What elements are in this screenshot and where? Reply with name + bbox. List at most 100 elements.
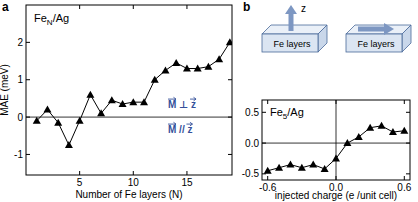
marker bbox=[389, 128, 397, 135]
title-part: /Ag bbox=[53, 12, 70, 24]
y-tick bbox=[228, 117, 232, 118]
marker bbox=[309, 161, 317, 168]
box-front bbox=[346, 34, 402, 52]
x-tick-label: 0.6 bbox=[397, 182, 411, 193]
x-axis-label: injected charge (e /unit cell) bbox=[275, 190, 397, 201]
series-line bbox=[37, 42, 230, 145]
marker bbox=[54, 119, 62, 126]
marker bbox=[226, 38, 232, 45]
y-tick bbox=[26, 79, 30, 80]
y-tick bbox=[262, 143, 266, 144]
marker bbox=[183, 65, 191, 72]
marker bbox=[33, 117, 41, 124]
y-tick-label: -1 bbox=[14, 149, 23, 160]
marker bbox=[355, 133, 363, 140]
x-tick bbox=[404, 100, 405, 104]
marker bbox=[119, 100, 127, 107]
plot-area bbox=[33, 38, 232, 148]
y-tick-label: 0.5 bbox=[245, 107, 259, 118]
title-part: /Ag bbox=[287, 106, 304, 118]
zero-line bbox=[336, 100, 337, 180]
plot-frame bbox=[26, 5, 232, 175]
marker bbox=[86, 91, 94, 98]
marker bbox=[204, 63, 212, 70]
y-tick-label: 2 bbox=[17, 37, 23, 48]
y-axis-label: MAE (meV) bbox=[0, 64, 10, 116]
box-front bbox=[262, 34, 318, 52]
panel-label: a bbox=[2, 0, 9, 14]
marker bbox=[321, 165, 329, 172]
x-tick bbox=[133, 171, 134, 175]
annotation: M // z bbox=[168, 124, 192, 135]
vector-arrow bbox=[168, 97, 176, 101]
y-tick bbox=[228, 154, 232, 155]
series-line bbox=[268, 126, 405, 171]
arrow-head bbox=[384, 23, 394, 35]
panel: a 5 10 15 -1 0 1 2 Number of Fe layers (N) MAE (m… bbox=[0, 0, 234, 200]
marker bbox=[151, 76, 159, 83]
marker bbox=[286, 161, 294, 168]
marker bbox=[378, 122, 386, 129]
vector-arrow bbox=[190, 97, 196, 101]
arrow-shaft bbox=[358, 27, 385, 32]
x-tick bbox=[404, 176, 405, 180]
box-side bbox=[318, 25, 327, 52]
y-tick bbox=[262, 112, 266, 113]
arrow-shaft bbox=[289, 13, 294, 31]
panel: b-0.60.00.6-0.50.00.5injected charge (e … bbox=[242, 0, 412, 201]
y-tick bbox=[406, 173, 410, 174]
marker bbox=[298, 164, 306, 171]
y-tick bbox=[26, 42, 30, 43]
annotation: Fe layers bbox=[273, 39, 311, 49]
chart-title: FeN/Ag bbox=[34, 12, 69, 27]
marker bbox=[332, 154, 340, 161]
marker bbox=[194, 65, 202, 72]
annotation: z bbox=[301, 3, 306, 14]
marker bbox=[172, 59, 180, 66]
y-tick bbox=[26, 117, 30, 118]
marker bbox=[400, 127, 408, 134]
x-tick bbox=[186, 5, 187, 9]
y-tick-label: 0 bbox=[17, 112, 23, 123]
x-tick bbox=[336, 176, 337, 180]
marker bbox=[275, 164, 283, 171]
x-tick bbox=[186, 171, 187, 175]
marker bbox=[129, 98, 137, 105]
box-side bbox=[402, 25, 411, 52]
marker bbox=[108, 96, 116, 103]
y-tick-label: 0.0 bbox=[245, 138, 259, 149]
zero-line bbox=[26, 117, 232, 118]
x-tick bbox=[79, 5, 80, 9]
marker bbox=[65, 141, 73, 148]
y-tick bbox=[406, 112, 410, 113]
x-tick-label: 10 bbox=[128, 177, 140, 188]
plot-area bbox=[264, 122, 409, 174]
annotation: M ⊥ z bbox=[168, 99, 196, 110]
panel-label: b bbox=[243, 0, 250, 14]
x-tick bbox=[336, 100, 337, 104]
marker bbox=[161, 66, 169, 73]
marker bbox=[140, 98, 148, 105]
marker bbox=[97, 109, 105, 116]
y-tick-label: 1 bbox=[17, 74, 23, 85]
box-top bbox=[262, 25, 327, 34]
x-tick bbox=[267, 176, 268, 180]
vector-arrow bbox=[168, 122, 176, 126]
marker bbox=[366, 124, 374, 131]
annotation: Fe layers bbox=[357, 39, 395, 49]
title-part: Fe bbox=[270, 106, 283, 118]
title-part: Fe bbox=[34, 12, 47, 24]
figure: a 5 10 15 -1 0 1 2 Number of Fe layers (N) MAE (m… bbox=[0, 0, 418, 202]
y-tick bbox=[26, 154, 30, 155]
chart-title: Fe5/Ag bbox=[270, 106, 304, 121]
marker bbox=[215, 55, 223, 62]
x-axis-label: Number of Fe layers (N) bbox=[75, 189, 182, 200]
arrow-head bbox=[285, 5, 297, 14]
plot-frame bbox=[262, 100, 410, 180]
box-top bbox=[346, 25, 411, 34]
y-tick bbox=[406, 143, 410, 144]
x-tick-label: 5 bbox=[77, 177, 83, 188]
y-tick bbox=[228, 79, 232, 80]
marker bbox=[343, 139, 351, 146]
x-tick-label: 15 bbox=[181, 177, 193, 188]
